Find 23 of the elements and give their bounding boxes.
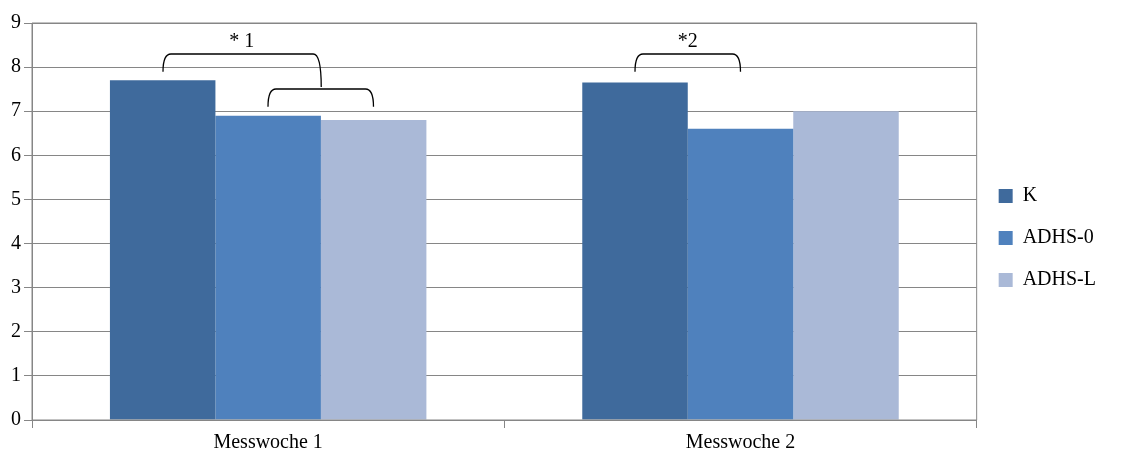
y-tick-label: 8 — [11, 54, 21, 77]
y-tick-label: 1 — [11, 363, 21, 386]
annotation: *2 — [677, 29, 698, 52]
y-tick-label: 2 — [11, 319, 21, 342]
bar — [793, 111, 899, 420]
y-tick-label: 7 — [11, 98, 21, 121]
y-tick-label: 0 — [11, 407, 21, 430]
legend-label: ADHS-0 — [1022, 225, 1094, 248]
annotation: * 1 — [229, 29, 255, 52]
y-tick-label: 4 — [11, 230, 21, 253]
y-tick-label: 5 — [11, 186, 21, 209]
bar — [687, 128, 794, 420]
bar — [215, 115, 321, 420]
y-tick-label: 3 — [11, 274, 21, 297]
legend-label: K — [1022, 183, 1038, 206]
bar — [582, 82, 688, 420]
y-tick-label: 9 — [11, 10, 21, 33]
bar — [109, 80, 216, 420]
legend-label: ADHS-L — [1022, 267, 1097, 290]
y-tick-label: 6 — [11, 142, 21, 165]
x-tick-label: Messwoche 1 — [213, 430, 323, 453]
x-tick-label: Messwoche 2 — [685, 430, 796, 453]
bar — [320, 120, 427, 420]
